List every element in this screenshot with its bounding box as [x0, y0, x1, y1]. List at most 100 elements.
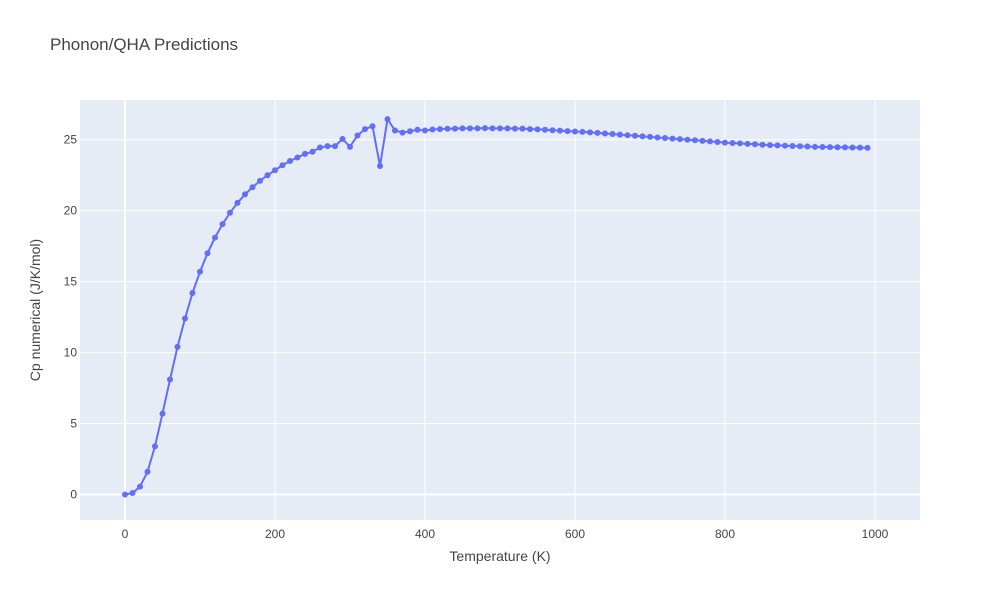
data-point[interactable]	[354, 132, 361, 139]
data-point[interactable]	[272, 167, 278, 174]
data-point[interactable]	[189, 289, 196, 296]
data-point[interactable]	[729, 139, 736, 146]
data-point[interactable]	[302, 150, 308, 157]
data-point[interactable]	[819, 143, 826, 150]
data-point[interactable]	[737, 140, 743, 147]
data-point[interactable]	[594, 129, 601, 136]
data-point[interactable]	[444, 125, 451, 132]
data-point[interactable]	[774, 142, 781, 149]
data-point[interactable]	[549, 127, 556, 134]
data-point[interactable]	[129, 490, 136, 497]
data-point[interactable]	[414, 126, 421, 133]
data-point[interactable]	[557, 127, 563, 134]
data-point[interactable]	[864, 144, 871, 151]
data-point[interactable]	[707, 138, 713, 145]
data-point[interactable]	[497, 125, 503, 132]
data-point[interactable]	[377, 162, 383, 169]
data-point[interactable]	[699, 137, 706, 144]
data-point[interactable]	[579, 128, 586, 135]
data-point[interactable]	[197, 268, 203, 275]
data-point[interactable]	[542, 126, 548, 133]
data-point[interactable]	[249, 184, 256, 191]
data-point[interactable]	[257, 177, 263, 184]
data-point[interactable]	[279, 162, 286, 169]
data-point[interactable]	[677, 136, 683, 143]
data-point[interactable]	[234, 199, 241, 206]
data-point[interactable]	[474, 125, 481, 132]
data-point[interactable]	[722, 139, 728, 146]
data-point[interactable]	[684, 136, 691, 143]
data-point[interactable]	[647, 133, 653, 140]
data-point[interactable]	[152, 443, 158, 450]
data-point[interactable]	[122, 491, 128, 498]
data-point[interactable]	[212, 234, 218, 241]
data-point[interactable]	[714, 139, 721, 145]
data-point[interactable]	[182, 315, 188, 322]
data-point[interactable]	[519, 125, 526, 132]
data-point[interactable]	[399, 129, 406, 136]
plot-area[interactable]	[80, 100, 920, 520]
data-point[interactable]	[429, 126, 436, 133]
data-point[interactable]	[632, 132, 638, 139]
data-point[interactable]	[392, 127, 398, 134]
data-point[interactable]	[827, 144, 833, 151]
data-point[interactable]	[692, 137, 698, 144]
data-point[interactable]	[624, 132, 631, 139]
data-point[interactable]	[834, 144, 841, 151]
data-point[interactable]	[317, 144, 323, 151]
data-point[interactable]	[332, 143, 338, 150]
data-point[interactable]	[564, 128, 571, 135]
data-point[interactable]	[504, 125, 511, 132]
data-point[interactable]	[797, 143, 803, 150]
data-point[interactable]	[459, 125, 466, 132]
data-point[interactable]	[639, 133, 646, 140]
data-point[interactable]	[144, 468, 151, 475]
data-point[interactable]	[159, 410, 166, 417]
data-point[interactable]	[339, 136, 346, 143]
data-point[interactable]	[294, 154, 301, 161]
data-point[interactable]	[264, 172, 271, 179]
data-point[interactable]	[527, 126, 533, 133]
data-point[interactable]	[669, 135, 676, 142]
data-point[interactable]	[242, 191, 248, 198]
data-point[interactable]	[489, 125, 496, 132]
data-point[interactable]	[587, 129, 593, 136]
data-point[interactable]	[309, 148, 316, 155]
data-point[interactable]	[617, 131, 623, 138]
data-point[interactable]	[759, 141, 766, 148]
data-point[interactable]	[452, 125, 458, 132]
data-point[interactable]	[572, 128, 578, 135]
data-point[interactable]	[857, 144, 863, 151]
data-point[interactable]	[782, 142, 788, 149]
data-point[interactable]	[752, 141, 758, 148]
data-point[interactable]	[849, 144, 856, 151]
data-point[interactable]	[174, 343, 181, 350]
data-point[interactable]	[407, 128, 413, 135]
data-point[interactable]	[362, 126, 368, 133]
data-point[interactable]	[167, 376, 173, 383]
data-point[interactable]	[324, 143, 331, 150]
data-point[interactable]	[654, 134, 661, 141]
data-point[interactable]	[204, 250, 211, 257]
data-point[interactable]	[744, 140, 751, 147]
data-point[interactable]	[789, 142, 796, 149]
data-point[interactable]	[534, 126, 541, 133]
data-point[interactable]	[662, 135, 668, 142]
data-point[interactable]	[812, 143, 818, 150]
data-point[interactable]	[602, 130, 608, 137]
data-point[interactable]	[219, 221, 226, 228]
data-point[interactable]	[512, 125, 518, 132]
data-point[interactable]	[767, 142, 773, 149]
data-point[interactable]	[287, 158, 293, 165]
data-point[interactable]	[467, 125, 473, 132]
data-point[interactable]	[609, 131, 616, 138]
data-point[interactable]	[804, 143, 811, 150]
data-point[interactable]	[137, 483, 143, 490]
data-point[interactable]	[437, 126, 443, 133]
data-point[interactable]	[384, 116, 391, 123]
data-point[interactable]	[482, 125, 488, 132]
data-point[interactable]	[842, 144, 848, 151]
data-point[interactable]	[347, 143, 353, 150]
data-point[interactable]	[227, 209, 233, 216]
data-point[interactable]	[369, 123, 376, 130]
